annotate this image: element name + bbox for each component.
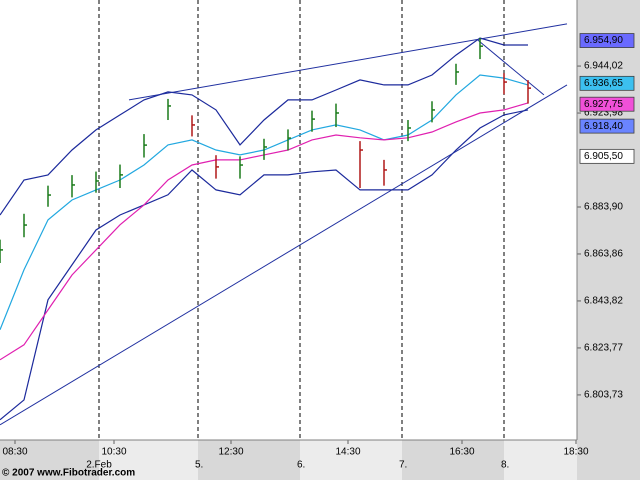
price-tag	[579, 33, 635, 48]
indicator-line	[0, 109, 529, 421]
trendline	[477, 39, 545, 96]
x-tick-label: 16:30	[449, 447, 474, 458]
x-tick-label: 10:30	[101, 447, 126, 458]
price-tag-label: 6.918,40	[584, 121, 623, 132]
session-label: 8.	[501, 460, 509, 471]
x-tick-label: 14:30	[335, 447, 360, 458]
plot-area	[0, 0, 577, 440]
price-tag-label: 6.905,50	[584, 151, 623, 162]
session-label: 6.	[297, 460, 305, 471]
price-tag	[579, 118, 635, 134]
x-tick-label: 18:30	[563, 447, 588, 458]
trendline	[0, 84, 568, 426]
session-label: 5.	[195, 460, 203, 471]
session-label: 2.Feb	[86, 460, 112, 471]
session-band	[99, 440, 198, 480]
y-tick-label: 6.803,73	[584, 390, 623, 401]
price-tag-label: 6.936,65	[584, 78, 623, 89]
plot-layer	[0, 23, 568, 426]
y-tick-label: 6.823,77	[584, 343, 623, 354]
copyright: © 2007 www.Fibotrader.com	[2, 468, 135, 479]
price-tag	[579, 96, 635, 112]
time-axis-panel	[0, 440, 577, 480]
price-axis-panel	[577, 0, 640, 480]
price-tag	[579, 148, 635, 164]
background-layer	[98, 0, 577, 480]
y-tick-label: 6.923,98	[584, 108, 623, 119]
x-tick-label: 12:30	[218, 447, 243, 458]
y-tick-label: 6.863,86	[584, 249, 623, 260]
x-tick-label: 08:30	[2, 447, 27, 458]
price-tag-label: 6.927,75	[584, 99, 623, 110]
axis-layer: 2.Feb 5. 6. 7. 8. 6.944,02 6.923,98 6.883,90 6.8…	[2, 33, 635, 471]
y-tick-label: 6.883,90	[584, 202, 623, 213]
y-tick-label: 6.843,82	[584, 296, 623, 307]
indicator-line	[0, 37, 528, 216]
price-tag	[579, 75, 635, 91]
session-band	[300, 440, 402, 480]
price-tag-label: 6.954,90	[584, 35, 623, 46]
session-band	[504, 440, 577, 480]
y-tick-label: 6.944,02	[584, 61, 623, 72]
session-label: 7.	[399, 460, 407, 471]
trendline	[128, 23, 568, 101]
